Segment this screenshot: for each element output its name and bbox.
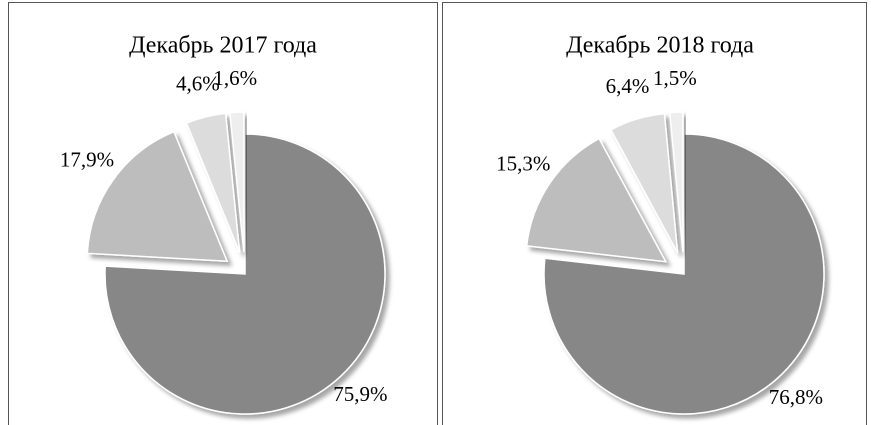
data-label: 1,5% xyxy=(653,66,697,90)
panel xyxy=(442,2,867,425)
data-label: 76,8% xyxy=(769,385,823,409)
pie-slice xyxy=(229,111,245,253)
pie-slice xyxy=(104,133,386,415)
data-label: 4,6% xyxy=(176,72,220,96)
data-label: 17,9% xyxy=(60,147,114,171)
data-label: 15,3% xyxy=(496,151,550,175)
data-label: 75,9% xyxy=(333,382,387,406)
pie-slice xyxy=(668,111,684,253)
pie-slice xyxy=(525,137,668,263)
pie-slice xyxy=(86,130,229,263)
chart-title: Декабрь 2017 года xyxy=(129,33,317,59)
chart-title: Декабрь 2018 года xyxy=(566,33,754,59)
pie-slice xyxy=(543,133,825,415)
pie-slice xyxy=(609,112,679,254)
panel xyxy=(8,2,438,425)
data-label: 1,6% xyxy=(213,66,257,90)
pie-slice xyxy=(185,112,241,253)
data-label: 6,4% xyxy=(606,74,650,98)
